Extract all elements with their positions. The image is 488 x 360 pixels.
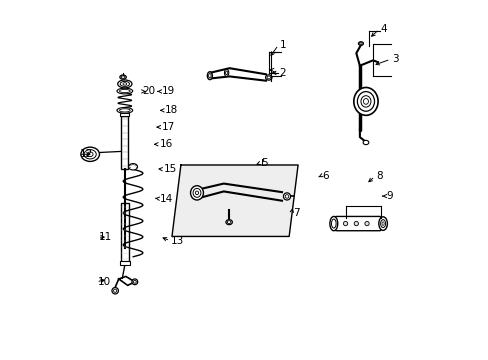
Text: 13: 13 <box>171 236 184 246</box>
Ellipse shape <box>265 75 271 80</box>
Ellipse shape <box>117 88 132 94</box>
Polygon shape <box>172 165 298 237</box>
Text: 19: 19 <box>162 86 175 96</box>
Ellipse shape <box>120 81 129 86</box>
Ellipse shape <box>207 72 212 80</box>
Text: 17: 17 <box>162 122 175 132</box>
Ellipse shape <box>133 280 136 283</box>
Bar <box>120 261 130 265</box>
Text: 10: 10 <box>97 277 110 287</box>
Ellipse shape <box>113 289 117 292</box>
Ellipse shape <box>378 217 386 230</box>
Text: 2: 2 <box>279 68 285 78</box>
Text: 6: 6 <box>322 171 328 181</box>
Text: 20: 20 <box>142 86 156 96</box>
Text: 1: 1 <box>279 40 285 50</box>
Ellipse shape <box>195 191 198 195</box>
Ellipse shape <box>363 140 368 145</box>
Ellipse shape <box>87 152 93 157</box>
Ellipse shape <box>225 71 227 75</box>
Text: 9: 9 <box>386 191 392 201</box>
Ellipse shape <box>225 220 232 225</box>
Ellipse shape <box>118 80 132 88</box>
Ellipse shape <box>119 89 130 93</box>
Ellipse shape <box>266 76 270 79</box>
Ellipse shape <box>380 220 385 228</box>
Ellipse shape <box>359 42 362 44</box>
Ellipse shape <box>81 147 99 161</box>
Ellipse shape <box>363 99 367 104</box>
Ellipse shape <box>283 193 290 200</box>
Text: 15: 15 <box>164 164 177 174</box>
Ellipse shape <box>190 186 203 200</box>
Ellipse shape <box>357 91 374 111</box>
Ellipse shape <box>353 87 377 115</box>
Text: 18: 18 <box>165 105 178 115</box>
Ellipse shape <box>117 108 132 113</box>
Ellipse shape <box>364 221 368 226</box>
Ellipse shape <box>121 76 124 78</box>
Text: 3: 3 <box>391 54 398 64</box>
Ellipse shape <box>227 221 230 224</box>
Ellipse shape <box>120 75 126 79</box>
Text: 14: 14 <box>159 194 172 203</box>
Ellipse shape <box>358 42 363 45</box>
Ellipse shape <box>128 163 137 170</box>
Text: 12: 12 <box>80 149 93 159</box>
Ellipse shape <box>224 69 228 76</box>
Text: 5: 5 <box>261 158 268 168</box>
Ellipse shape <box>360 96 370 107</box>
Ellipse shape <box>353 221 358 226</box>
Bar <box>121 203 128 262</box>
Ellipse shape <box>285 195 288 198</box>
Ellipse shape <box>331 219 335 228</box>
Ellipse shape <box>84 150 96 159</box>
Text: 4: 4 <box>380 24 386 34</box>
Text: 11: 11 <box>99 232 112 242</box>
Text: 16: 16 <box>159 139 172 149</box>
Ellipse shape <box>208 73 211 78</box>
Ellipse shape <box>119 109 130 112</box>
Ellipse shape <box>123 83 126 85</box>
FancyBboxPatch shape <box>334 216 381 231</box>
Ellipse shape <box>132 279 138 285</box>
Bar <box>121 116 128 169</box>
Text: 7: 7 <box>292 208 299 218</box>
Bar <box>120 113 129 116</box>
Ellipse shape <box>329 216 337 231</box>
Text: 8: 8 <box>375 171 382 181</box>
Ellipse shape <box>381 222 384 225</box>
Ellipse shape <box>112 288 118 294</box>
Ellipse shape <box>193 188 201 197</box>
Ellipse shape <box>343 221 347 226</box>
